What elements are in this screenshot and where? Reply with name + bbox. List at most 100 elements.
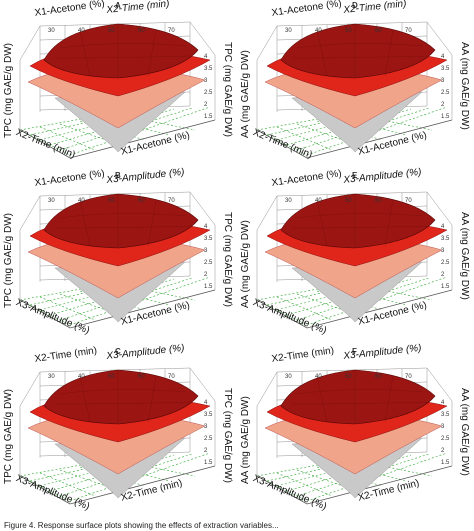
wall-gridline	[39, 21, 191, 27]
floor-gridline	[256, 129, 308, 156]
x1-axis-unit: (%)	[325, 168, 343, 182]
top-axis-tick-label: 30	[285, 374, 292, 380]
frame-edge	[426, 21, 453, 56]
z-axis-title-left: AA (mg GAE/g DW)	[240, 50, 251, 138]
z-tick-label: 3	[441, 248, 445, 254]
z-axis-title-left: TPC (mg GAE/g DW)	[3, 388, 14, 484]
top-axis-tick-label: 60	[138, 374, 145, 380]
mesh-line	[79, 199, 91, 247]
frame-edge	[189, 191, 216, 226]
z-axis-title-left: AA (mg GAE/g DW)	[240, 220, 251, 308]
frame-edge	[19, 195, 41, 231]
top-axis-tick-label: 60	[138, 198, 145, 204]
floor-gridline	[39, 126, 96, 151]
top-axis-tick-label: 30	[48, 198, 55, 204]
panel-d: 4 3.5 3 2.5 2 1.5 30 40 50 60 70 D X1-Acetone (%) X2-…	[237, 0, 474, 175]
frame-edge	[256, 371, 278, 407]
top-axis-tick-label: 70	[405, 28, 412, 34]
top-axis-tick-label: 70	[168, 198, 175, 204]
z-axis-title-right: AA (mg GAE/g DW)	[459, 212, 470, 300]
z-tick-label: 2	[441, 102, 445, 108]
floor-gridline	[19, 299, 71, 326]
frame-edge	[426, 191, 453, 226]
z-tick-label: 1.5	[441, 460, 450, 466]
z-tick-label: 3.5	[441, 412, 450, 418]
surface-mesh	[292, 24, 430, 78]
top-axis-tick-label: 50	[345, 28, 352, 34]
frame-edge	[19, 371, 41, 407]
z-axis-title-right: TPC (mg GAE/g DW)	[222, 212, 233, 308]
z-tick-label: 2.5	[441, 260, 450, 266]
z-axis-title-right: TPC (mg GAE/g DW)	[222, 388, 233, 484]
surface-mesh	[55, 194, 193, 248]
mesh-line	[292, 55, 430, 59]
z-tick-label: 3	[204, 248, 208, 254]
panel-letter: D	[352, 1, 358, 10]
mesh-line	[147, 199, 157, 247]
mesh-line	[292, 225, 430, 229]
floor-gridline	[276, 296, 333, 321]
z-tick-label: 2	[204, 102, 208, 108]
surface-plot	[19, 367, 216, 505]
wall-gridline	[276, 21, 428, 27]
mesh-line	[296, 389, 424, 395]
surface-cap	[280, 369, 436, 425]
mesh-line	[59, 213, 187, 219]
mesh-line	[316, 199, 328, 247]
top-axis-tick-label: 50	[108, 28, 115, 34]
mesh-line	[59, 389, 187, 395]
panel-c: 4 3.5 3 2.5 2 1.5 30 40 50 60 70 C X2-Time (min) X3-A…	[0, 342, 237, 521]
z-tick-label: 4	[204, 54, 208, 60]
surface-mesh	[292, 370, 430, 424]
z-tick-label: 1.5	[441, 284, 450, 290]
mesh-line	[147, 29, 157, 77]
mesh-line	[296, 213, 424, 219]
mesh-line	[147, 375, 157, 423]
z-tick-label: 3.5	[441, 236, 450, 242]
z-tick-label: 2	[204, 448, 208, 454]
top-axis-tick-label: 30	[48, 374, 55, 380]
z-tick-label: 2	[441, 272, 445, 278]
mesh-line	[55, 55, 193, 59]
floor-edge	[19, 289, 216, 329]
mesh-line	[316, 29, 328, 77]
top-axis-tick-label: 70	[405, 374, 412, 380]
z-tick-label: 4	[441, 54, 445, 60]
z-tick-label: 4	[441, 224, 445, 230]
surface-mesh	[55, 24, 193, 78]
x2-axis-unit: (%)	[405, 342, 422, 356]
z-tick-label: 3	[441, 78, 445, 84]
z-tick-label: 3	[204, 78, 208, 84]
z-axis-title-left: TPC (mg GAE/g DW)	[3, 42, 14, 138]
z-tick-label: 4	[441, 400, 445, 406]
mesh-line	[55, 401, 193, 405]
wall-gridline	[39, 367, 191, 373]
z-tick-label: 3	[441, 424, 445, 430]
mesh-line	[316, 375, 328, 423]
mesh-line	[296, 43, 424, 49]
top-axis-tick-label: 30	[285, 198, 292, 204]
z-tick-label: 4	[204, 400, 208, 406]
z-tick-label: 1.5	[204, 114, 213, 120]
figure-caption: Figure 4. Response surface plots showing…	[4, 521, 279, 530]
floor-gridline	[19, 475, 71, 502]
panel-b: 4 3.5 3 2.5 2 1.5 30 40 50 60 70 B X1-Acetone (%) X3-…	[0, 166, 237, 345]
surface-mesh	[292, 194, 430, 248]
frame-edge	[426, 367, 453, 402]
frame-edge	[256, 195, 278, 231]
surface-cap	[280, 23, 436, 79]
top-axis-tick-label: 40	[78, 198, 85, 204]
top-axis-tick-label: 60	[375, 198, 382, 204]
surface-cap	[43, 23, 199, 79]
x2-axis-unit: (%)	[168, 342, 185, 356]
top-axis-tick-label: 40	[315, 28, 322, 34]
z-tick-label: 3.5	[441, 66, 450, 72]
z-tick-label: 4	[204, 224, 208, 230]
x2-axis-unit: (%)	[168, 166, 185, 180]
wall-gridline	[276, 191, 428, 197]
z-tick-label: 2.5	[204, 436, 213, 442]
z-tick-label: 2	[441, 448, 445, 454]
z-tick-label: 2.5	[204, 260, 213, 266]
floor-edge	[256, 289, 453, 329]
top-axis-tick-label: 70	[168, 374, 175, 380]
